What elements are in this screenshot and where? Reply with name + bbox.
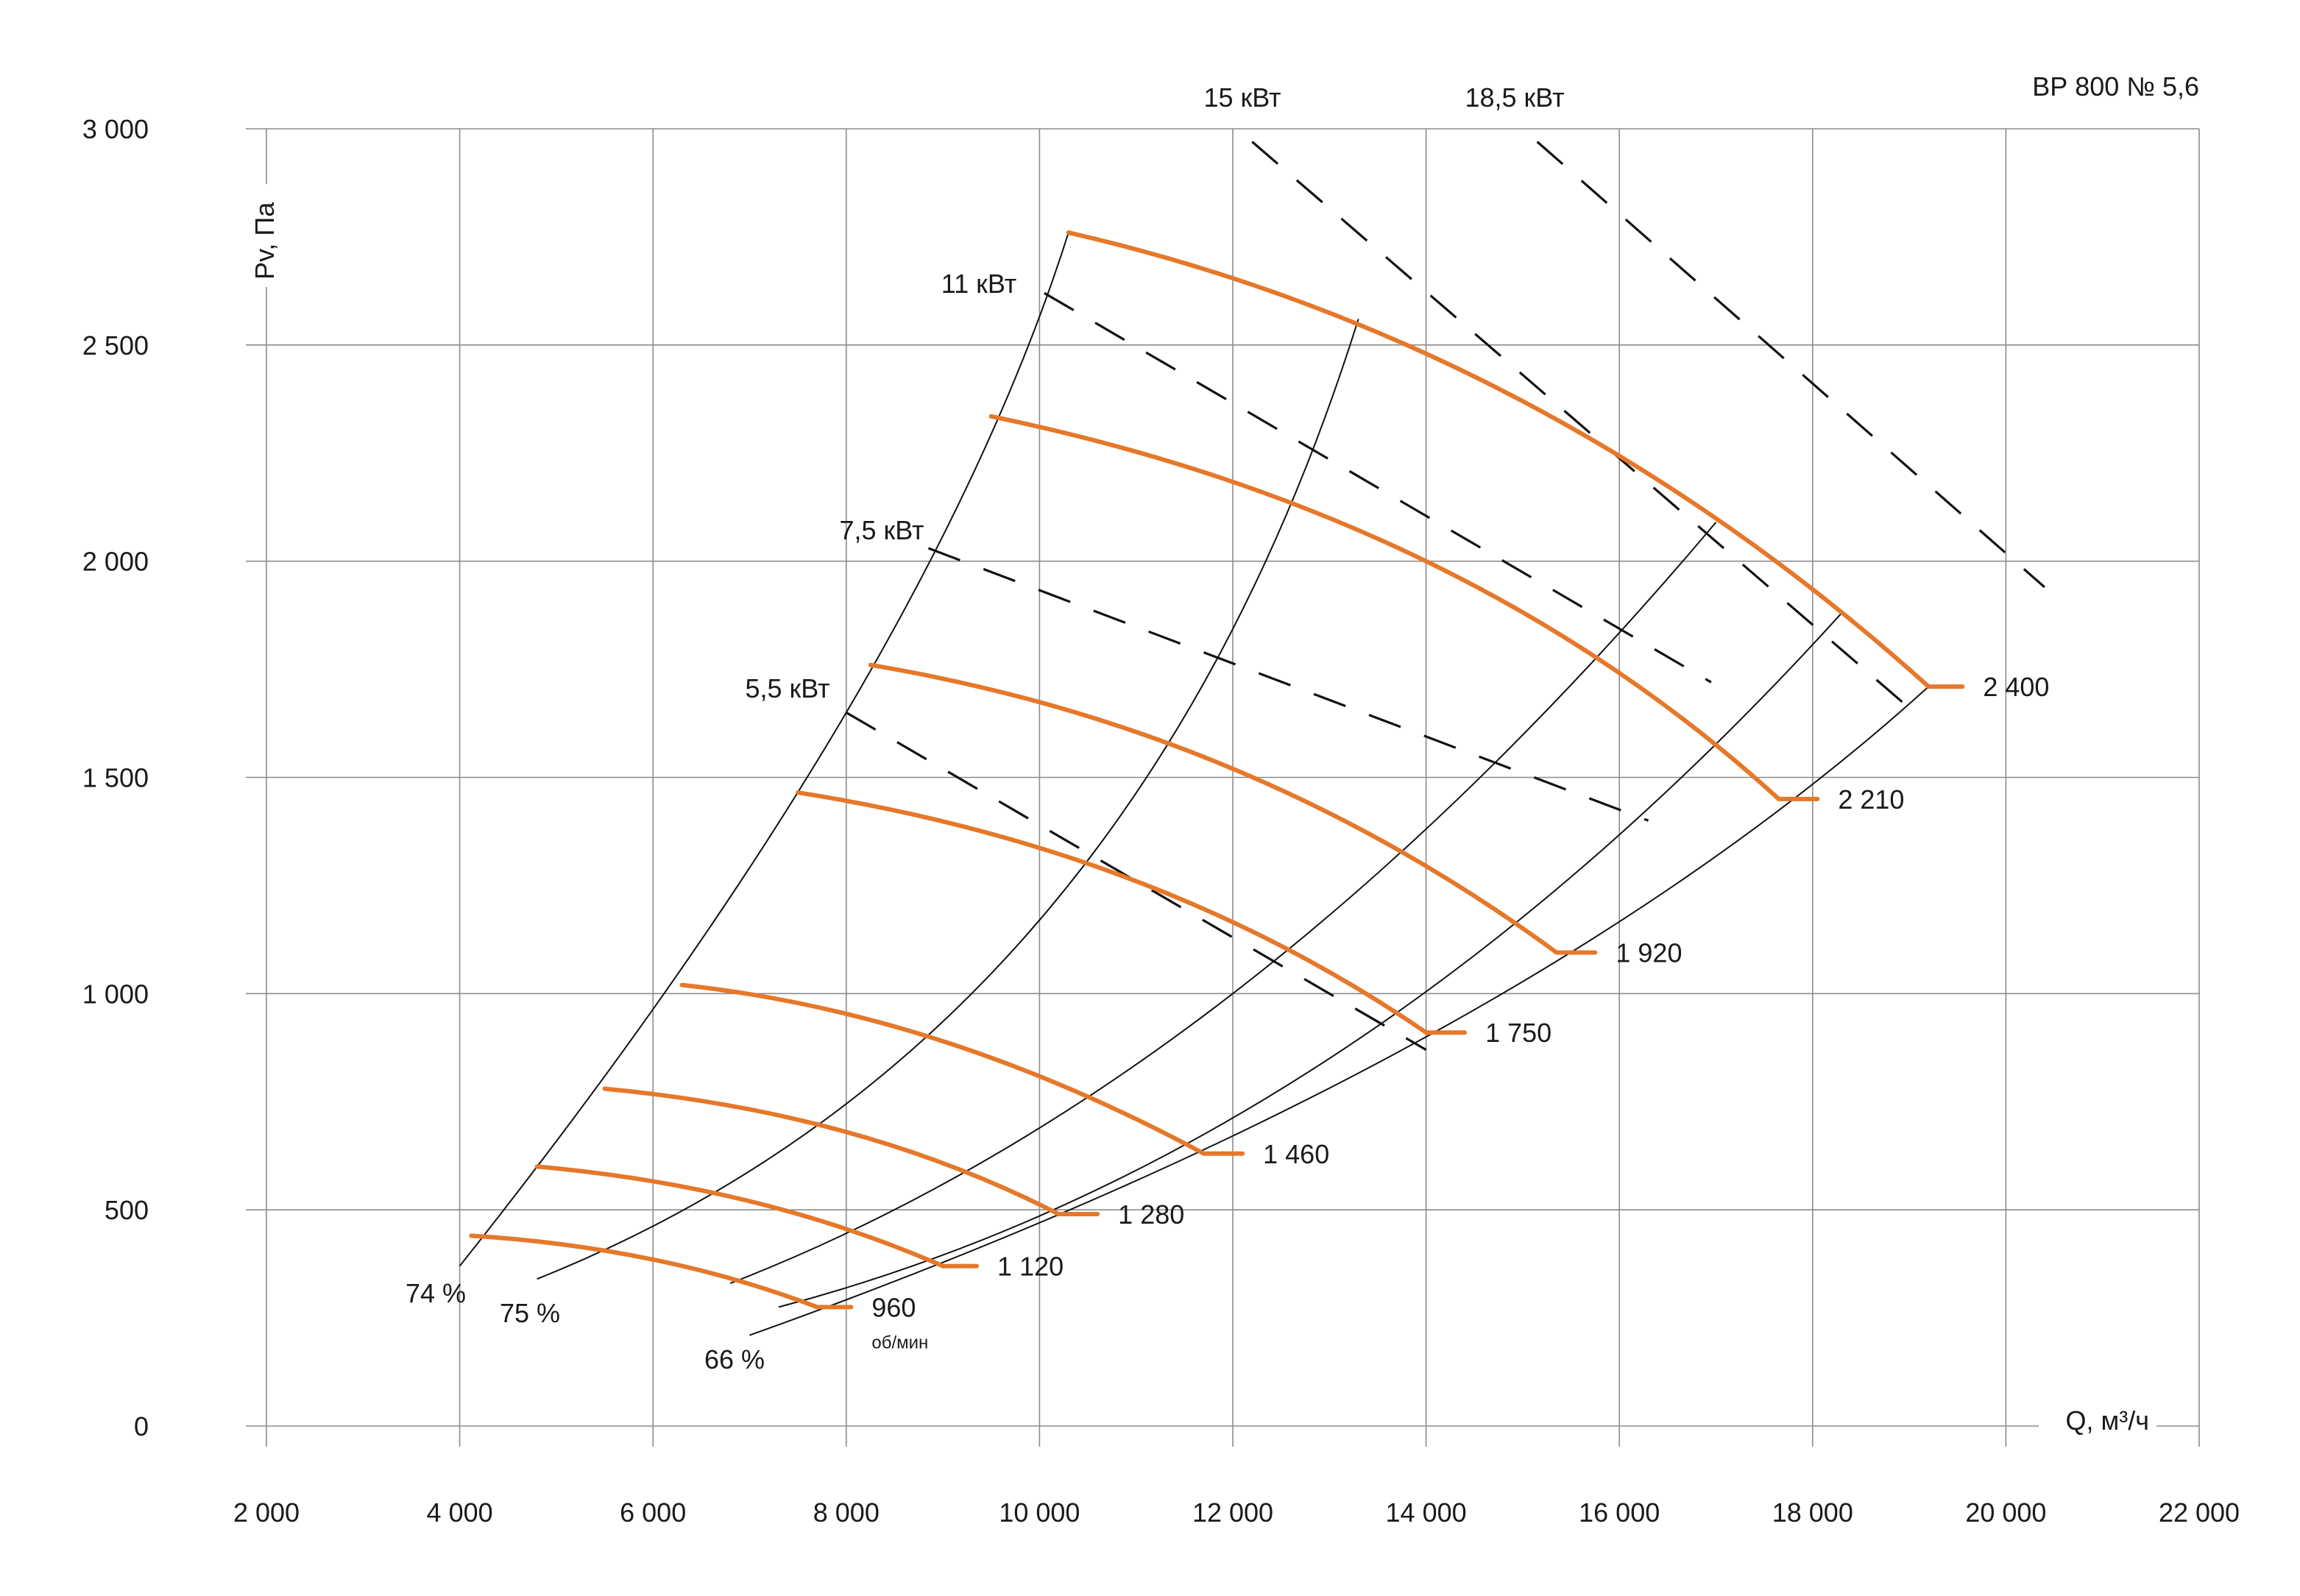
rpm-label: 1 750 <box>1485 1018 1551 1048</box>
chart-title: ВР 800 № 5,6 <box>2032 71 2199 102</box>
power-label: 15 кВт <box>1203 82 1281 113</box>
x-tick-label: 12 000 <box>1192 1497 1273 1528</box>
power-line <box>927 547 1649 822</box>
x-axis-label-gap <box>2039 1404 2156 1448</box>
rpm-label: 2 400 <box>1983 672 2049 702</box>
power-label: 11 кВт <box>941 269 1016 299</box>
x-tick-label: 18 000 <box>1772 1497 1853 1528</box>
rpm-label: 2 210 <box>1838 784 1904 815</box>
fan-curve <box>868 662 1559 955</box>
rpm-label: 960 <box>871 1292 916 1322</box>
y-tick-label: 2 000 <box>82 547 149 577</box>
x-tick-label: 8 000 <box>813 1497 880 1528</box>
y-axis-label: Pv, Па <box>250 202 280 280</box>
efficiency-line <box>749 686 1930 1336</box>
fan-curve <box>534 1164 946 1269</box>
x-tick-label: 6 000 <box>620 1497 686 1528</box>
labels: 74 % 75 % 66 % 5,5 кВт 7,5 кВт 11 кВт 15 кВт 18… <box>406 82 2049 1375</box>
efficiency-lines <box>459 232 1930 1336</box>
y-tick-label: 2 500 <box>82 330 149 361</box>
grid: 2 000 4 000 6 000 8 000 10 000 12 000 14 000 16… <box>82 114 2240 1528</box>
efficiency-line <box>778 612 1842 1308</box>
x-tick-label: 14 000 <box>1386 1497 1467 1528</box>
power-label: 7,5 кВт <box>839 515 924 545</box>
x-tick-label: 2 000 <box>233 1497 300 1528</box>
y-tick-label: 0 <box>134 1411 149 1441</box>
fan-curve <box>796 790 1429 1035</box>
power-line <box>1044 291 1712 684</box>
fan-curve <box>679 982 1206 1156</box>
fan-curve <box>469 1233 820 1310</box>
x-tick-label: 22 000 <box>2159 1497 2240 1528</box>
x-tick-label: 10 000 <box>999 1497 1080 1528</box>
fan-curve <box>602 1086 1061 1217</box>
y-tick-label: 1 000 <box>82 979 149 1009</box>
x-tick-label: 16 000 <box>1579 1497 1660 1528</box>
power-lines <box>845 141 2045 1051</box>
y-tick-label: 1 500 <box>82 763 149 793</box>
x-tick-label: 4 000 <box>427 1497 493 1528</box>
y-axis-label-gap <box>256 184 277 287</box>
rpm-unit-label: об/мин <box>871 1333 928 1352</box>
power-label: 5,5 кВт <box>745 673 829 703</box>
rpm-label: 1 280 <box>1118 1199 1184 1230</box>
y-tick-label: 3 000 <box>82 114 149 144</box>
x-tick-label: 20 000 <box>1965 1497 2046 1528</box>
efficiency-label: 66 % <box>704 1344 765 1375</box>
efficiency-label: 75 % <box>500 1298 560 1328</box>
fan-curve <box>988 414 1781 801</box>
fan-curve <box>1066 230 1931 689</box>
y-tick-label: 500 <box>105 1195 149 1225</box>
power-line <box>1251 141 1906 705</box>
rpm-label: 1 460 <box>1263 1139 1329 1169</box>
power-line <box>845 711 1427 1051</box>
efficiency-line <box>729 522 1717 1285</box>
rpm-label: 1 920 <box>1616 938 1682 968</box>
x-axis-label: Q, м³/ч <box>2065 1405 2149 1436</box>
efficiency-line <box>537 319 1359 1280</box>
rpm-label: 1 120 <box>997 1252 1064 1282</box>
efficiency-label: 74 % <box>406 1278 466 1308</box>
efficiency-line <box>459 232 1069 1267</box>
power-label: 18,5 кВт <box>1465 82 1564 113</box>
power-line <box>1536 141 2045 589</box>
fan-curves <box>469 230 1965 1310</box>
